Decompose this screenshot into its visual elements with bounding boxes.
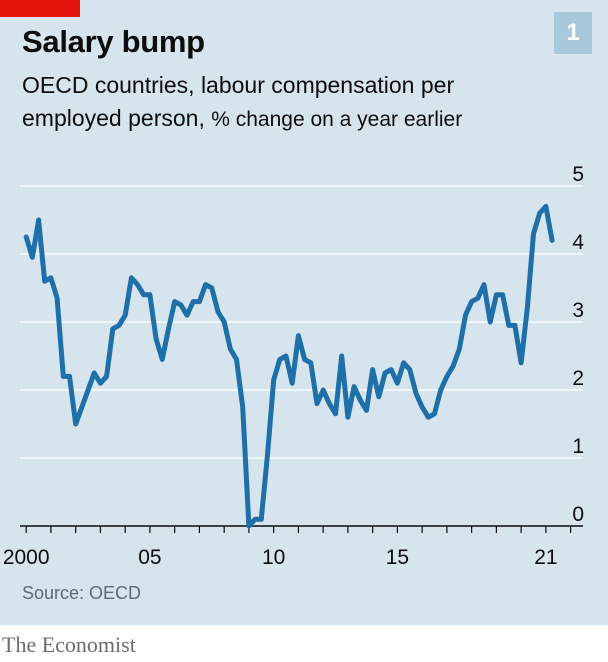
y-tick-label-1: 1: [572, 435, 584, 458]
chart-subtitle-line-1: OECD countries, labour compensation per: [22, 72, 455, 98]
x-tick-label-05: 05: [138, 546, 161, 569]
brand-red-tag: [0, 0, 80, 17]
y-tick-labels: 0 1 2 3 4 5: [572, 163, 584, 526]
y-tick-label-2: 2: [572, 367, 584, 390]
x-tick-label-15: 15: [386, 546, 409, 569]
line-chart: 2000 05 10 15 21 0 1 2 3 4 5: [3, 163, 584, 569]
y-tick-label-3: 3: [572, 299, 584, 322]
x-tick-label-21: 21: [534, 546, 557, 569]
chart-subtitle-unit: % change on a year earlier: [211, 108, 463, 131]
series-layer: [23, 203, 555, 529]
chart-subtitle-main: employed person,: [22, 105, 205, 131]
y-tick-label-0: 0: [572, 503, 584, 526]
chart-number-badge: 1: [554, 12, 592, 54]
y-tick-label-4: 4: [572, 231, 584, 254]
gridlines: [20, 185, 583, 459]
x-tick-label-10: 10: [262, 546, 285, 569]
publisher-brand: The Economist: [2, 632, 136, 657]
x-tick-label-2000: 2000: [3, 546, 50, 569]
y-tick-label-5: 5: [572, 163, 584, 186]
x-axis: 2000 05 10 15 21: [3, 525, 583, 569]
source-note: Source: OECD: [22, 583, 142, 603]
chart-title: Salary bump: [22, 24, 205, 59]
series-line-0: [23, 203, 555, 529]
chart-subtitle-line-2: employed person, % change on a year earl…: [22, 105, 462, 132]
